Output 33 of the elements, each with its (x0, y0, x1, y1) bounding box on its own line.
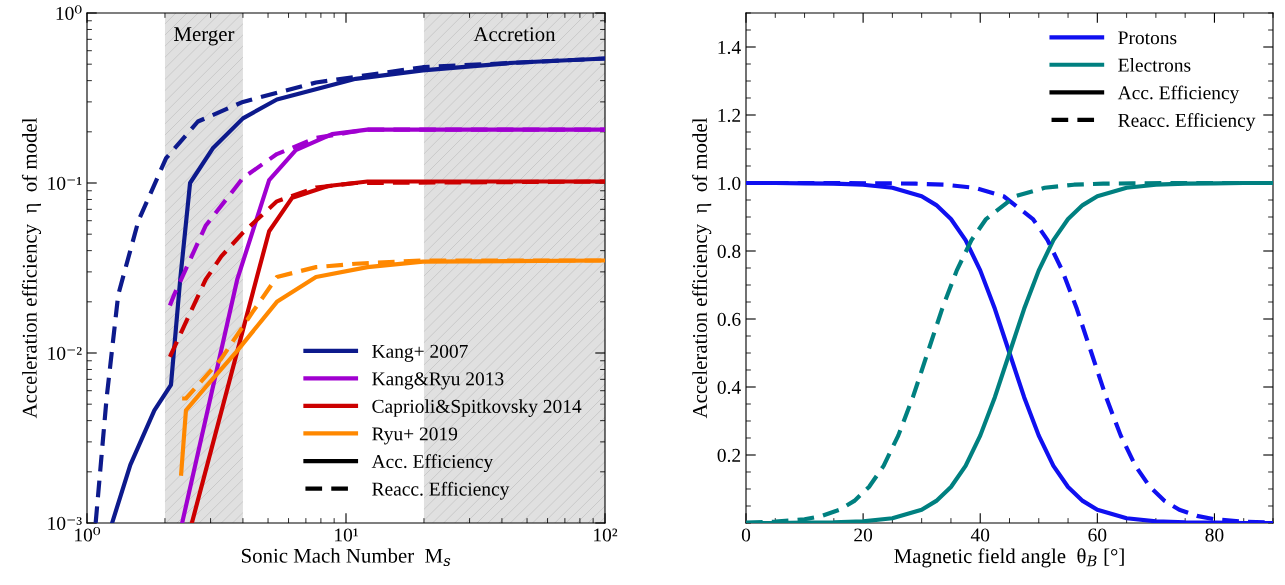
x-tick-label: 10² (594, 528, 618, 542)
legend-label: Kang+ 2007 (372, 344, 468, 362)
y-tick-label: 0.8 (717, 244, 741, 259)
annotation: Reacc. Efficiency (372, 481, 510, 500)
x-axis-title: Magnetic field angle θ$_{B}$ [°] (894, 548, 1124, 568)
legend-label: Caprioli&Spitkovsky 2014 (372, 399, 582, 417)
x-tick-label: 0 (741, 528, 751, 542)
y-tick-label: 1.4 (718, 40, 741, 55)
band-label: Merger (174, 27, 235, 46)
y-tick-label: 0.2 (717, 448, 741, 463)
annotation: Reacc. Efficiency (1118, 113, 1256, 131)
legend-label: Kang&Ryu 2013 (372, 372, 504, 390)
x-tick-label: 10¹ (335, 528, 358, 542)
y-tick-label: 1.0 (718, 176, 741, 191)
x-tick-label: 20 (854, 528, 873, 542)
legend-label: Protons (1118, 31, 1177, 45)
band-label: Accretion (473, 27, 556, 42)
x-tick-label: 80 (1205, 528, 1224, 542)
y-axis-title: Acceleration efficiency η of model (21, 117, 42, 419)
x-axis-title: Sonic Mach Number M$_{s}$ (241, 548, 451, 567)
y-tick-label: 0.6 (717, 312, 741, 327)
legend-label: Ryu+ 2019 (372, 427, 458, 445)
y-tick-label: 10⁻² (48, 346, 82, 360)
legend-label: Electrons (1118, 58, 1191, 72)
y-tick-label: 1.2 (718, 108, 741, 123)
annotation: Acc. Efficiency (371, 454, 494, 473)
x-tick-label: 40 (970, 528, 990, 542)
y-tick-label: 0.4 (717, 380, 741, 395)
y-tick-label: 10⁰ (56, 5, 82, 20)
y-tick-label: 10⁻¹ (48, 176, 82, 190)
annotation: Acc. Efficiency (1117, 85, 1240, 104)
y-axis-title: Acceleration efficiency η of model (692, 117, 712, 419)
x-tick-label: 60 (1088, 528, 1107, 542)
